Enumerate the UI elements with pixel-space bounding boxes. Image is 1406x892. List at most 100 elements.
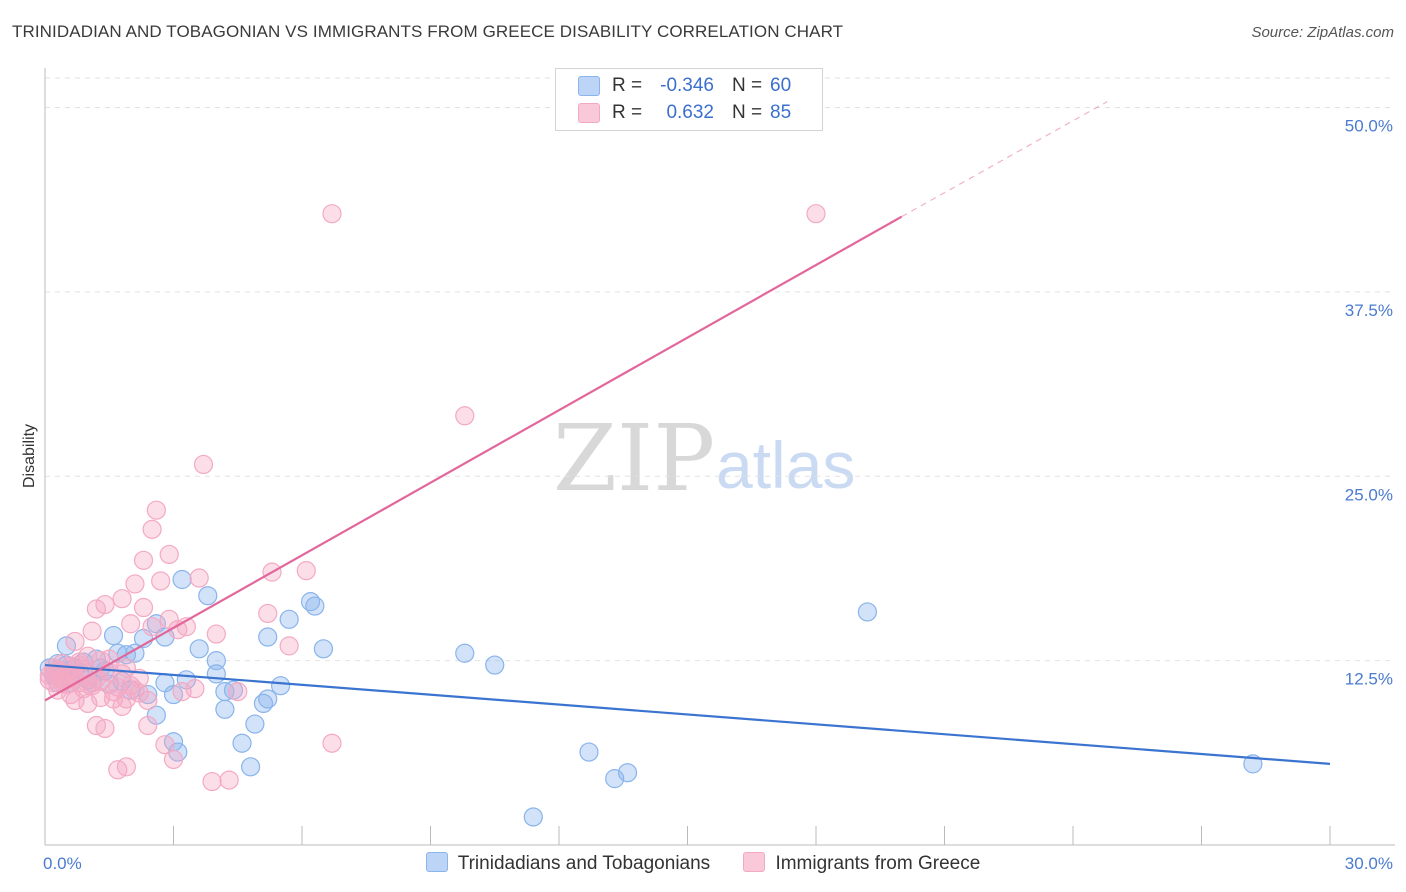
axes bbox=[44, 68, 1395, 846]
gridlines bbox=[45, 77, 1395, 662]
pink-data-point bbox=[133, 550, 154, 570]
blue-data-point bbox=[617, 763, 638, 783]
blue-data-point bbox=[232, 733, 252, 753]
pink-data-point bbox=[206, 624, 226, 644]
pink-data-point bbox=[65, 631, 85, 652]
y-tick-label: 50.0% bbox=[1345, 117, 1393, 136]
blue-data-point bbox=[258, 689, 278, 709]
watermark-atlas: atlas bbox=[716, 428, 855, 502]
pink-data-point bbox=[69, 655, 89, 675]
pink-data-point bbox=[95, 718, 115, 739]
y-tick-label: 25.0% bbox=[1345, 485, 1393, 504]
pink-data-point bbox=[258, 603, 278, 624]
pink-data-point bbox=[228, 681, 248, 702]
legend-row-trinidadians: R = -0.346 N = 60 bbox=[578, 75, 791, 101]
series-greece-points bbox=[39, 204, 826, 792]
pink-data-point bbox=[322, 204, 342, 224]
legend-label: Immigrants from Greece bbox=[775, 853, 981, 874]
x-tick-label-min: 0.0% bbox=[43, 854, 82, 873]
blue-data-point bbox=[206, 651, 226, 671]
pink-data-point bbox=[121, 614, 141, 634]
chart-source: Source: ZipAtlas.com bbox=[1251, 24, 1394, 41]
legend-item-greece: Immigrants from Greece bbox=[743, 852, 980, 875]
legend-n-label: N = bbox=[732, 102, 763, 123]
pink-data-point bbox=[159, 544, 179, 565]
legend-n-label: N = bbox=[732, 75, 763, 96]
pink-trend-line bbox=[44, 215, 903, 702]
blue-data-point bbox=[215, 699, 235, 719]
blue-data-point bbox=[189, 639, 209, 659]
pink-data-point bbox=[129, 668, 149, 688]
pink-data-point bbox=[112, 589, 132, 609]
blue-data-point bbox=[245, 714, 265, 734]
legend-n-value: 60 bbox=[770, 75, 792, 96]
pink-data-point bbox=[155, 735, 175, 755]
blue-data-point bbox=[305, 596, 325, 616]
legend-item-trinidadians: Trinidadians and Tobagonians bbox=[425, 852, 711, 875]
watermark-zip: ZIP bbox=[553, 405, 715, 512]
y-axis-label: Disability bbox=[21, 424, 38, 488]
legend-swatch-pink bbox=[743, 852, 766, 872]
pink-data-point bbox=[95, 594, 115, 615]
pink-data-point bbox=[142, 617, 162, 637]
legend-r-label: R = bbox=[612, 75, 643, 96]
blue-data-point bbox=[172, 569, 192, 590]
pink-data-point bbox=[99, 649, 119, 669]
pink-data-point bbox=[86, 599, 107, 619]
pink-data-point bbox=[82, 621, 102, 641]
pink-data-point bbox=[202, 771, 222, 792]
blue-data-point bbox=[857, 602, 878, 622]
blue-data-point bbox=[198, 586, 218, 606]
legend-swatch-blue bbox=[578, 75, 600, 96]
blue-data-point bbox=[103, 625, 124, 646]
series-legend: Trinidadians and Tobagonians Immigrants … bbox=[0, 852, 1406, 875]
blue-data-point bbox=[270, 676, 291, 696]
pink-data-point bbox=[138, 690, 158, 711]
pink-data-point bbox=[455, 406, 475, 426]
blue-data-point bbox=[523, 807, 543, 827]
pink-data-point bbox=[193, 454, 214, 475]
pink-data-point bbox=[91, 671, 111, 691]
pink-data-point bbox=[146, 500, 166, 520]
x-tick-label-max: 30.0% bbox=[1345, 854, 1393, 873]
chart-title: TRINIDADIAN AND TOBAGONIAN VS IMMIGRANTS… bbox=[12, 22, 844, 41]
tick-labels: 12.5% 25.0% 37.5% 50.0% 0.0% 30.0% bbox=[43, 117, 1393, 874]
pink-data-point bbox=[125, 574, 145, 594]
blue-data-point bbox=[485, 655, 505, 675]
legend-r-label: R = bbox=[612, 102, 643, 123]
blue-trend-line bbox=[44, 663, 1331, 765]
pink-data-point bbox=[189, 568, 209, 588]
pink-data-point bbox=[219, 770, 239, 790]
blue-data-point bbox=[279, 609, 299, 629]
pink-data-point bbox=[151, 571, 171, 591]
pink-data-point bbox=[806, 204, 826, 224]
legend-label: Trinidadians and Tobagonians bbox=[457, 853, 711, 874]
legend-n-value: 85 bbox=[770, 102, 792, 123]
legend-r-value: 0.632 bbox=[666, 102, 714, 123]
blue-data-point bbox=[313, 639, 334, 659]
pink-data-point bbox=[142, 519, 162, 539]
pink-data-point bbox=[185, 679, 205, 699]
blue-data-point bbox=[241, 757, 261, 777]
pink-data-point bbox=[279, 636, 299, 656]
y-tick-label: 37.5% bbox=[1345, 301, 1393, 320]
pink-data-point bbox=[116, 689, 136, 709]
y-tick-label: 12.5% bbox=[1345, 670, 1393, 689]
pink-data-point bbox=[138, 715, 158, 736]
pink-data-point bbox=[296, 561, 316, 581]
blue-data-point bbox=[455, 643, 475, 663]
correlation-legend: R = -0.346 N = 60 R = 0.632 N = 85 bbox=[555, 68, 823, 131]
legend-swatch-blue bbox=[425, 852, 448, 872]
blue-data-point bbox=[579, 742, 599, 762]
pink-data-point bbox=[322, 733, 342, 753]
pink-data-point bbox=[163, 749, 184, 770]
legend-row-greece: R = 0.632 N = 85 bbox=[578, 102, 791, 128]
blue-data-point bbox=[125, 643, 145, 663]
pink-data-point bbox=[116, 757, 136, 777]
pink-trend-extension bbox=[901, 101, 1108, 218]
legend-swatch-pink bbox=[578, 102, 600, 123]
blue-data-point bbox=[258, 627, 278, 647]
blue-data-point bbox=[56, 636, 77, 656]
pink-data-point bbox=[133, 597, 154, 618]
